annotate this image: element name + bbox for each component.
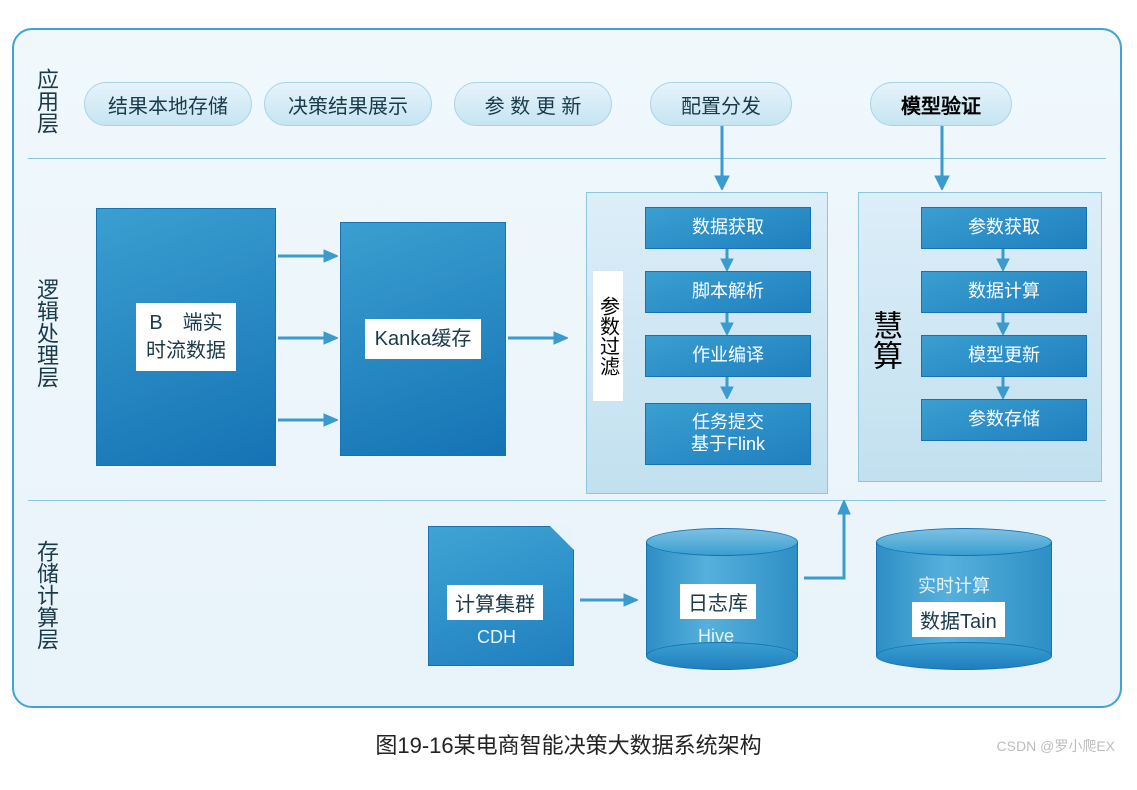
figure-caption: 图19-16某电商智能决策大数据系统架构: [0, 728, 1137, 760]
app-pill-4: 模型验证: [870, 82, 1012, 126]
c-arr-0: [719, 249, 735, 271]
d-step-1: 数据计算: [921, 271, 1087, 313]
arrow-ab-3: [278, 412, 338, 428]
layer-label-store: 存储计算层: [30, 540, 62, 650]
arrow-doc-cyl1: [580, 592, 638, 608]
box-param-filter: 参数过滤 数据获取 脚本解析 作业编译 任务提交 基于Flink: [586, 192, 828, 494]
app-pill-0: 结果本地存储: [84, 82, 252, 126]
block-b-stream-label: B 端实 时流数据: [136, 303, 236, 371]
d-arr-0: [995, 249, 1011, 271]
d-step-2: 模型更新: [921, 335, 1087, 377]
arrow-model-down: [932, 126, 952, 190]
app-pill-3: 配置分发: [650, 82, 792, 126]
app-pill-1: 决策结果展示: [264, 82, 432, 126]
c-arr-1: [719, 313, 735, 335]
box-c-side-label: 参数过滤: [593, 271, 623, 401]
c-arr-2: [719, 377, 735, 399]
store-cyl2-label: 数据Tain: [912, 602, 1005, 637]
d-step-3: 参数存储: [921, 399, 1087, 441]
store-cyl2: 实时计算 数据Tain: [876, 528, 1052, 670]
box-d-side-label: 慧算: [863, 265, 905, 415]
store-cyl1-sub: Hive: [698, 626, 734, 647]
sep-logic-store: [28, 500, 1106, 501]
c-step-0: 数据获取: [645, 207, 811, 249]
c-step-2: 作业编译: [645, 335, 811, 377]
store-cyl2-sub: 实时计算: [918, 572, 990, 598]
c-step-3: 任务提交 基于Flink: [645, 403, 811, 465]
arrow-config-down: [712, 126, 732, 190]
box-huisuan: 慧算 参数获取 数据计算 模型更新 参数存储: [858, 192, 1102, 482]
watermark-text: CSDN @罗小爬EX: [997, 736, 1115, 756]
d-step-0: 参数获取: [921, 207, 1087, 249]
store-cyl1-label: 日志库: [680, 584, 756, 619]
arrow-ab-1: [278, 248, 338, 264]
block-kafka: Kanka缓存: [340, 222, 506, 456]
d-arr-2: [995, 377, 1011, 399]
layer-label-app: 应用层: [30, 68, 62, 134]
diagram-frame: 应用层 逻辑处理层 存储计算层 结果本地存储 决策结果展示 参 数 更 新 配置…: [12, 28, 1122, 708]
d-arr-1: [995, 313, 1011, 335]
store-doc: 计算集群 CDH: [428, 526, 574, 666]
c-step-1: 脚本解析: [645, 271, 811, 313]
app-pill-2: 参 数 更 新: [454, 82, 612, 126]
store-doc-sub: CDH: [477, 627, 516, 648]
block-b-stream: B 端实 时流数据: [96, 208, 276, 466]
doc-fold-icon: [550, 526, 574, 550]
arrow-ab-2: [278, 330, 338, 346]
arrow-bc: [508, 330, 568, 346]
block-kafka-label: Kanka缓存: [365, 319, 482, 359]
layer-label-logic: 逻辑处理层: [30, 278, 62, 388]
store-cyl1: 日志库 Hive: [646, 528, 798, 670]
arrow-cyl1-up: [804, 500, 860, 588]
store-doc-label: 计算集群: [447, 585, 543, 620]
